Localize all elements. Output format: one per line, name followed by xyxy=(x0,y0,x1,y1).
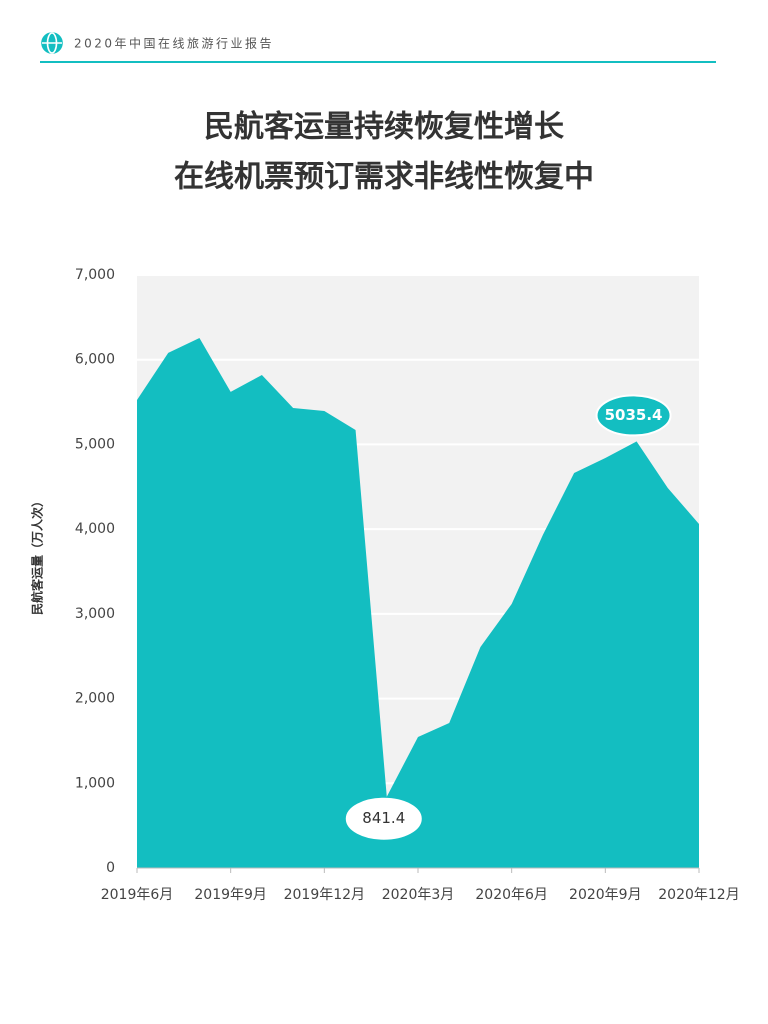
x-tick-label: 2020年6月 xyxy=(475,887,548,903)
y-tick-label: 1,000 xyxy=(75,775,115,791)
x-tick-label: 2020年3月 xyxy=(382,887,455,903)
label-bubble xyxy=(345,797,422,840)
y-tick-label: 2,000 xyxy=(75,691,115,707)
chart-title: 民航客运量持续恢复性增长 xyxy=(204,110,564,145)
chart-title: 在线机票预订需求非线性恢复中 xyxy=(174,160,594,195)
x-tick-label: 2020年9月 xyxy=(569,887,642,903)
data-label: 841.4 xyxy=(362,809,405,827)
x-tick-label: 2019年6月 xyxy=(101,887,174,903)
header-icon xyxy=(41,32,63,54)
x-tick-label: 2020年12月 xyxy=(658,887,739,903)
y-tick-label: 5,000 xyxy=(75,436,115,452)
y-tick-label: 6,000 xyxy=(75,352,115,368)
x-tick-label: 2019年9月 xyxy=(194,887,267,903)
y-tick-label: 7,000 xyxy=(75,267,115,283)
y-tick-label: 4,000 xyxy=(75,521,115,537)
x-tick-label: 2019年12月 xyxy=(284,887,365,903)
label-bubble xyxy=(595,394,672,437)
data-label: 5035.4 xyxy=(605,406,663,424)
y-axis-label: 民航客运量（万人次） xyxy=(30,495,45,615)
header-title: 2020年中国在线旅游行业报告 xyxy=(74,36,274,51)
y-tick-label: 0 xyxy=(106,860,115,876)
area xyxy=(137,337,699,868)
y-tick-label: 3,000 xyxy=(75,606,115,622)
